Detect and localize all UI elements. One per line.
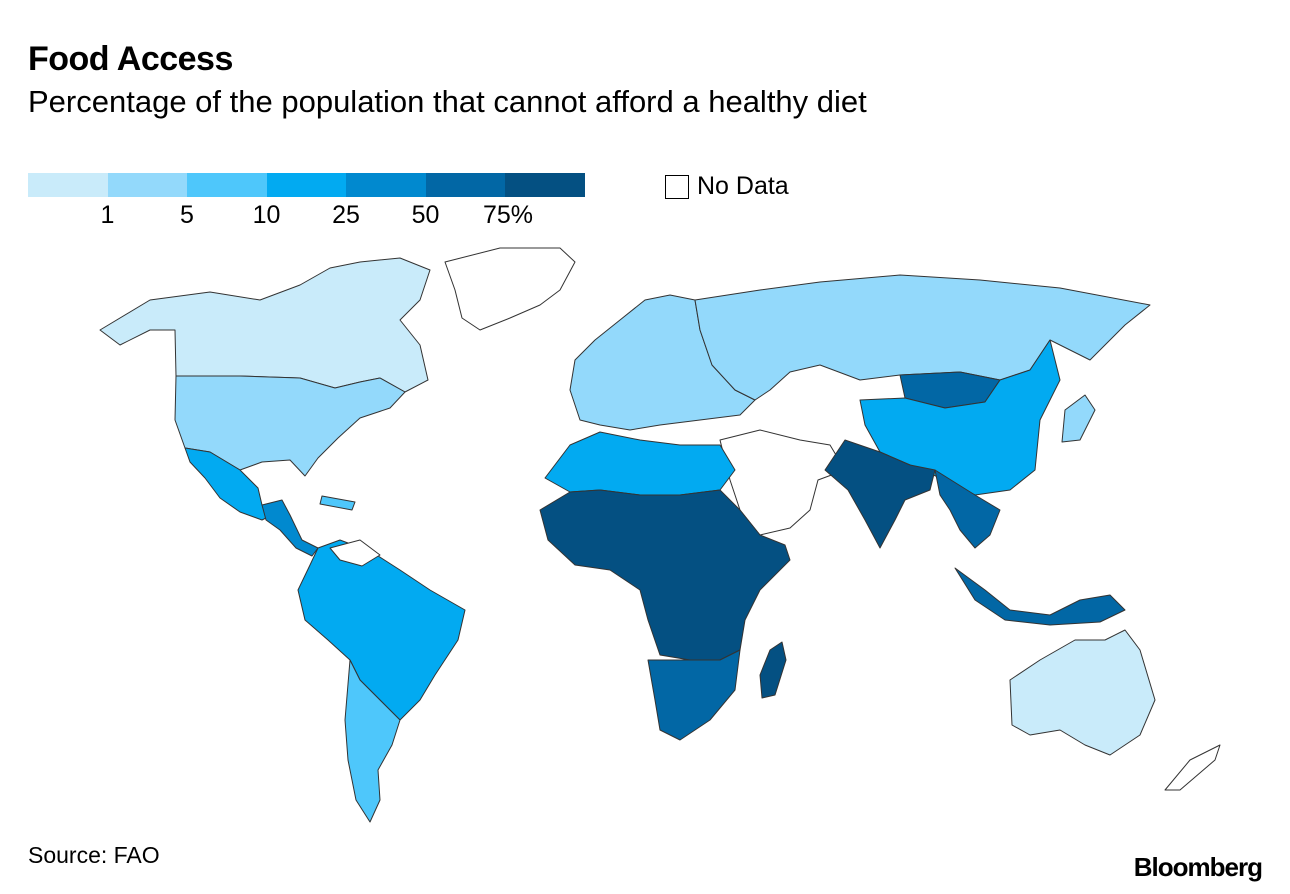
- no-data-label: No Data: [697, 172, 789, 200]
- region-argentina: Argentina: [344, 659, 401, 823]
- legend-tick: 5: [180, 201, 194, 229]
- region-caribbean: Argentina: [319, 495, 356, 511]
- no-data-swatch: [665, 174, 689, 199]
- legend-swatch-3: [266, 173, 346, 197]
- legend-swatch-5: [425, 173, 505, 197]
- legend-color-scale: [28, 173, 585, 197]
- region-madagascar: Madagascar: [759, 641, 787, 699]
- region-sub-saharan-africa: Sub-Saharan Africa: [539, 489, 791, 661]
- legend-swatch-0: [28, 173, 108, 197]
- source-note: Source: FAO: [28, 842, 160, 868]
- region-india: India: [824, 439, 936, 549]
- legend-no-data: No Data: [665, 172, 789, 201]
- legend-tick-labels: 1 5 10 25 50 75%: [28, 201, 588, 231]
- region-southern-africa: Southern Africa: [647, 649, 741, 741]
- legend-tick: 1: [100, 201, 115, 229]
- region-south-america: South America: [297, 539, 466, 721]
- region-southeast-asia: Southeast Asia: [934, 469, 1001, 549]
- legend-tick: 75%: [482, 201, 534, 229]
- region-indonesia: Southeast Asia: [954, 567, 1126, 626]
- region-central-america: Central America: [261, 499, 319, 557]
- legend-swatch-2: [187, 173, 267, 197]
- region-greenland: Greenland: [444, 247, 576, 331]
- legend-swatch-4: [346, 173, 426, 197]
- region-north-africa: South America: [544, 431, 736, 496]
- region-venezuela: Greenland: [329, 539, 381, 567]
- legend-swatch-1: [107, 173, 187, 197]
- chart-title: Food Access: [28, 40, 233, 78]
- brand-logo: Bloomberg: [1133, 852, 1263, 882]
- region-japan: United States: [1061, 394, 1096, 443]
- legend-swatch-6: [505, 173, 585, 197]
- region-middle-east: Middle East: [719, 429, 846, 536]
- region-canada: Canada: [99, 257, 431, 393]
- legend-tick: 25: [332, 201, 360, 229]
- chart-subtitle: Percentage of the population that cannot…: [28, 84, 867, 119]
- legend-tick: 10: [252, 201, 281, 229]
- region-new-zealand: Greenland: [1164, 744, 1221, 791]
- region-australia: Australia: [1009, 629, 1156, 756]
- legend-tick: 50: [411, 201, 440, 229]
